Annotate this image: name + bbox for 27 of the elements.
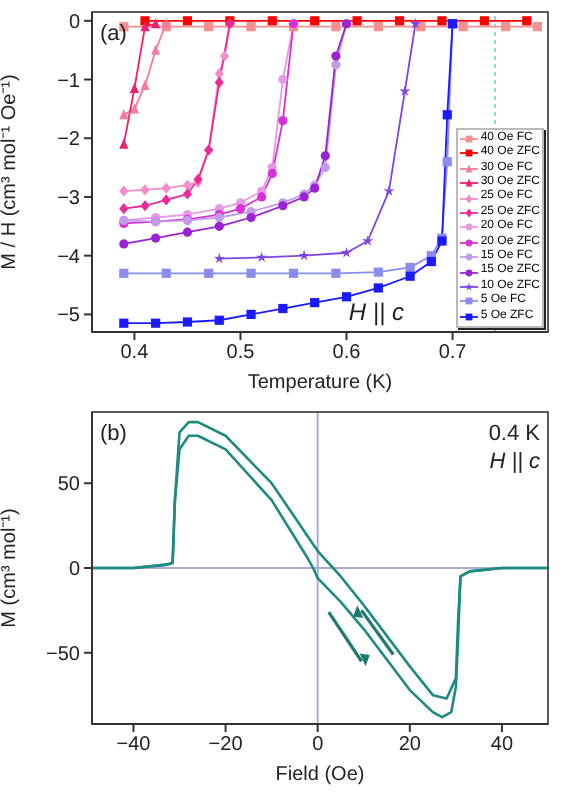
x-tick-label: 20 [398,734,422,757]
y-tick-label: 0 [68,11,81,34]
annotation: H || c [489,450,541,474]
x-tick-label: 0.7 [438,342,468,365]
x-axis-title: Field (Oe) [275,764,365,786]
annotation: (b) [100,422,127,446]
y-tick-label: 0 [68,559,81,582]
y-tick-label: −4 [57,246,81,269]
x-tick-label: 0 [312,734,325,757]
y-tick-label: −5 [57,305,81,328]
y-tick-label: −1 [57,70,81,93]
x-tick-label: 0.6 [332,342,362,365]
y-tick-label: −3 [57,188,81,211]
x-tick-label: −40 [116,734,152,757]
y-tick-label: −2 [57,129,81,152]
x-tick-label: 0.4 [120,342,150,365]
y-axis-title: M / H (cm³ mol⁻¹ Oe⁻¹) [0,74,22,270]
y-axis-title: M (cm³ mol⁻¹) [0,508,22,628]
y-tick-label: 50 [57,474,81,497]
annotation: 0.4 K [488,422,542,446]
annotation: (a) [100,22,127,46]
x-axis-title: Temperature (K) [247,372,393,394]
x-tick-label: 40 [490,734,514,757]
x-tick-label: 0.5 [226,342,256,365]
annotation: H || c [348,298,404,326]
y-tick-label: −50 [46,643,81,666]
x-tick-label: −20 [208,734,244,757]
